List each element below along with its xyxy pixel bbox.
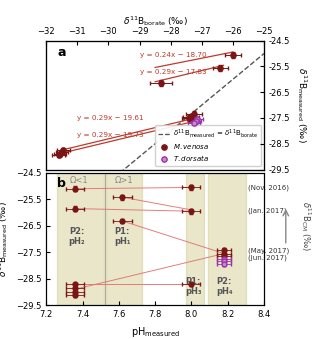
Y-axis label: $\delta^{11}$B$_{\mathrm{measured}}$ (‰): $\delta^{11}$B$_{\mathrm{measured}}$ (‰) [0,201,10,277]
Bar [208,173,246,305]
Text: (Jan. 2017): (Jan. 2017) [248,208,286,215]
Y-axis label: $\delta^{11}$B$_{\mathrm{measured}}$ (‰): $\delta^{11}$B$_{\mathrm{measured}}$ (‰) [295,67,309,143]
Text: (Jun. 2017): (Jun. 2017) [248,254,286,261]
Bar [106,173,142,305]
Text: (May. 2017): (May. 2017) [248,248,289,254]
Text: (Nov. 2016): (Nov. 2016) [248,185,289,191]
Text: P2:
pH₄: P2: pH₄ [216,277,232,296]
Text: Ω>1: Ω>1 [115,176,134,185]
Text: P1:
pH₁: P1: pH₁ [114,227,131,246]
Text: $\delta^{11}$B$_{\mathrm{CM}}$ (‰): $\delta^{11}$B$_{\mathrm{CM}}$ (‰) [299,201,313,251]
Text: y = 0.29x − 19.61: y = 0.29x − 19.61 [77,115,144,121]
Text: y = 0.29x − 17.83: y = 0.29x − 17.83 [140,68,206,75]
Bar [57,173,104,305]
Text: Ω<1: Ω<1 [70,176,88,185]
X-axis label: $\delta^{11}$B$_{\mathrm{borate}}$ (‰): $\delta^{11}$B$_{\mathrm{borate}}$ (‰) [123,14,187,27]
Legend: $\delta^{11}$B$_{\rm measured}$ = $\delta^{11}$B$_{\rm borate}$, $M. venosa$, $T: $\delta^{11}$B$_{\rm measured}$ = $\delt… [155,125,260,166]
Bar [186,173,204,305]
Text: P1:
pH₃: P1: pH₃ [185,277,201,296]
Text: y = 0.24x − 18.70: y = 0.24x − 18.70 [140,52,206,58]
Text: y = 0.29x − 19.73: y = 0.29x − 19.73 [77,132,144,138]
X-axis label: pH$_{\mathrm{measured}}$: pH$_{\mathrm{measured}}$ [131,324,180,339]
Text: b: b [57,177,66,190]
Text: a: a [57,46,66,59]
Text: P2:
pH₂: P2: pH₂ [69,227,85,246]
